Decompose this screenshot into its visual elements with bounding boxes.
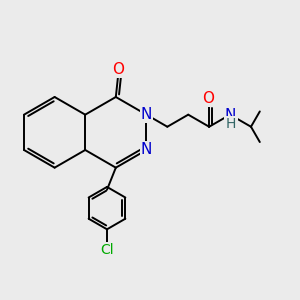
Text: H: H	[226, 117, 236, 131]
Text: N: N	[141, 142, 152, 158]
Text: Cl: Cl	[100, 243, 114, 257]
Text: O: O	[202, 91, 214, 106]
Text: N: N	[141, 107, 152, 122]
Text: N: N	[225, 108, 236, 123]
Text: O: O	[112, 62, 124, 77]
